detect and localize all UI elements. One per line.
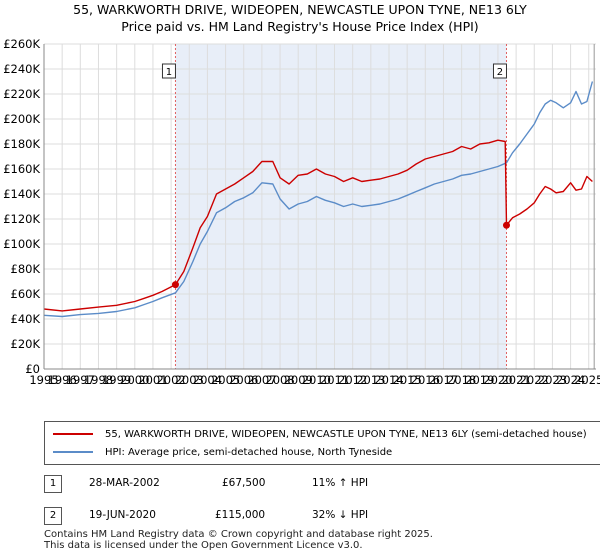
- transaction-label-box: [161, 63, 176, 79]
- legend-swatch-hpi: [53, 451, 93, 453]
- y-tick-label: £180K: [3, 137, 40, 151]
- x-tick-label: 2007: [247, 373, 276, 387]
- x-tick-label: 2003: [175, 373, 204, 387]
- y-tick-label: £140K: [3, 187, 40, 201]
- legend-item-property: 55, WARKWORTH DRIVE, WIDEOPEN, NEWCASTLE…: [53, 425, 587, 443]
- y-tick-label: £160K: [3, 162, 40, 176]
- x-tick-label: 2000: [120, 373, 149, 387]
- property-series-line: [43, 139, 593, 312]
- legend-item-hpi: HPI: Average price, semi-detached house,…: [53, 443, 392, 461]
- x-tick-label: 2004: [193, 373, 222, 387]
- legend: 55, WARKWORTH DRIVE, WIDEOPEN, NEWCASTLE…: [44, 421, 600, 465]
- x-tick-label: 1995: [29, 373, 58, 387]
- transaction-hpi: 32% ↓ HPI: [312, 509, 369, 521]
- transaction-point: [502, 221, 510, 229]
- y-tick-label: £200K: [3, 112, 40, 126]
- x-tick-label: 2024: [556, 373, 585, 387]
- legend-label-property: 55, WARKWORTH DRIVE, WIDEOPEN, NEWCASTLE…: [105, 428, 587, 440]
- x-tick-label: 1996: [48, 373, 77, 387]
- transaction-point: [171, 281, 179, 289]
- x-tick-label: 2005: [211, 373, 240, 387]
- x-tick-label: 2008: [265, 373, 294, 387]
- transaction-price: £67,500: [222, 477, 266, 489]
- x-tick-label: 2002: [156, 373, 185, 387]
- x-tick-label: 2025: [574, 373, 600, 387]
- chart-subtitle: Price paid vs. HM Land Registry's House …: [121, 19, 479, 34]
- y-tick-label: £100K: [3, 237, 40, 251]
- x-tick-label: 2020: [483, 373, 512, 387]
- legend-label-hpi: HPI: Average price, semi-detached house,…: [105, 446, 393, 458]
- x-tick-label: 2015: [393, 373, 422, 387]
- y-tick-label: £240K: [3, 62, 40, 76]
- legend-swatch-property: [53, 433, 93, 435]
- transaction-label-box: [492, 63, 507, 79]
- y-tick-label: £0: [25, 362, 40, 376]
- transaction-number: 2: [44, 507, 62, 525]
- y-tick-label: £260K: [3, 37, 40, 51]
- x-tick-label: 2016: [411, 373, 440, 387]
- transaction-price: £115,000: [215, 509, 266, 521]
- x-tick-label: 2006: [229, 373, 258, 387]
- y-tick-label: £120K: [3, 212, 40, 226]
- x-tick-label: 2022: [520, 373, 549, 387]
- x-tick-label: 2011: [320, 373, 349, 387]
- y-tick-label: £60K: [11, 287, 41, 301]
- y-tick-label: £40K: [11, 312, 41, 326]
- transaction-label: 2: [497, 67, 503, 78]
- x-tick-label: 2023: [538, 373, 567, 387]
- x-tick-label: 2001: [138, 373, 167, 387]
- y-tick-label: £220K: [3, 87, 40, 101]
- chart-title: 55, WARKWORTH DRIVE, WIDEOPEN, NEWCASTLE…: [73, 2, 527, 17]
- x-tick-label: 2012: [338, 373, 367, 387]
- y-tick-label: £20K: [11, 337, 41, 351]
- x-tick-label: 2017: [429, 373, 458, 387]
- footer-licence: This data is licensed under the Open Gov…: [44, 539, 363, 551]
- x-tick-label: 2013: [356, 373, 385, 387]
- x-tick-label: 2018: [447, 373, 476, 387]
- ownership-shading: [175, 44, 507, 369]
- price-chart: £0 £20K £40K £60K £80K £100K £120K £140K £160K £1…: [3, 37, 600, 387]
- x-tick-label: 2010: [302, 373, 331, 387]
- transaction-date: 19-JUN-2020: [89, 509, 156, 521]
- y-tick-label: £80K: [11, 262, 41, 276]
- x-tick-label: 1997: [66, 373, 95, 387]
- hpi-series-line: [43, 81, 594, 318]
- footer-copyright: Contains HM Land Registry data © Crown c…: [44, 529, 433, 540]
- transaction-date: 28-MAR-2002: [89, 477, 160, 489]
- transaction-number: 1: [44, 475, 62, 493]
- footer: Contains HM Land Registry data © Crown c…: [44, 529, 433, 551]
- x-tick-label: 1999: [102, 373, 131, 387]
- x-tick-label: 2009: [284, 373, 313, 387]
- x-tick-label: 2014: [374, 373, 403, 387]
- x-tick-label: 2021: [501, 373, 530, 387]
- transaction-hpi: 11% ↑ HPI: [312, 477, 369, 489]
- transaction-label: 1: [166, 67, 172, 78]
- x-tick-label: 2019: [465, 373, 494, 387]
- x-tick-label: 1998: [84, 373, 113, 387]
